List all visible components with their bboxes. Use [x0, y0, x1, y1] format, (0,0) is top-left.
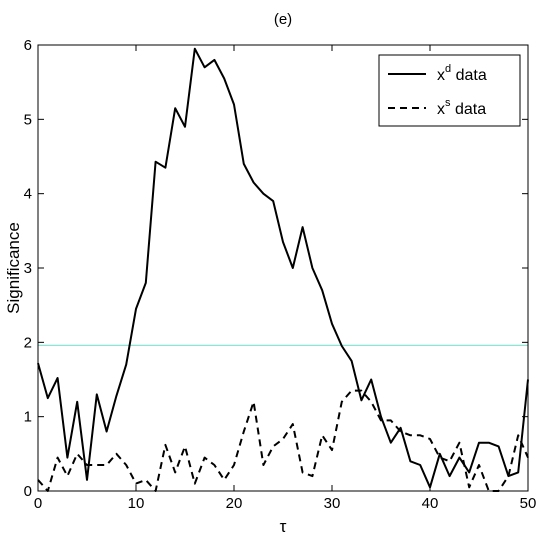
- y-tick-label: 6: [24, 37, 32, 54]
- x-tick-label: 40: [422, 495, 439, 512]
- legend-label-series-1: xd data: [437, 63, 487, 84]
- legend: xd data xs data: [379, 55, 520, 126]
- series-line-2: [38, 391, 528, 491]
- y-tick-label: 2: [24, 334, 32, 351]
- y-tick-label: 3: [24, 260, 32, 277]
- legend-label-series-2: xs data: [437, 97, 486, 118]
- y-tick-label: 4: [24, 186, 32, 203]
- chart-title: (e): [274, 11, 292, 28]
- x-tick-label: 10: [128, 495, 145, 512]
- y-tick-label: 1: [24, 409, 32, 426]
- x-axis-title: τ: [280, 517, 287, 536]
- y-tick-label: 5: [24, 111, 32, 128]
- x-tick-label: 50: [520, 495, 537, 512]
- y-axis-title: Significance: [4, 222, 23, 314]
- x-tick-label: 30: [324, 495, 341, 512]
- x-tick-label: 20: [226, 495, 243, 512]
- y-tick-label: 0: [24, 483, 32, 500]
- x-tick-label: 0: [34, 495, 42, 512]
